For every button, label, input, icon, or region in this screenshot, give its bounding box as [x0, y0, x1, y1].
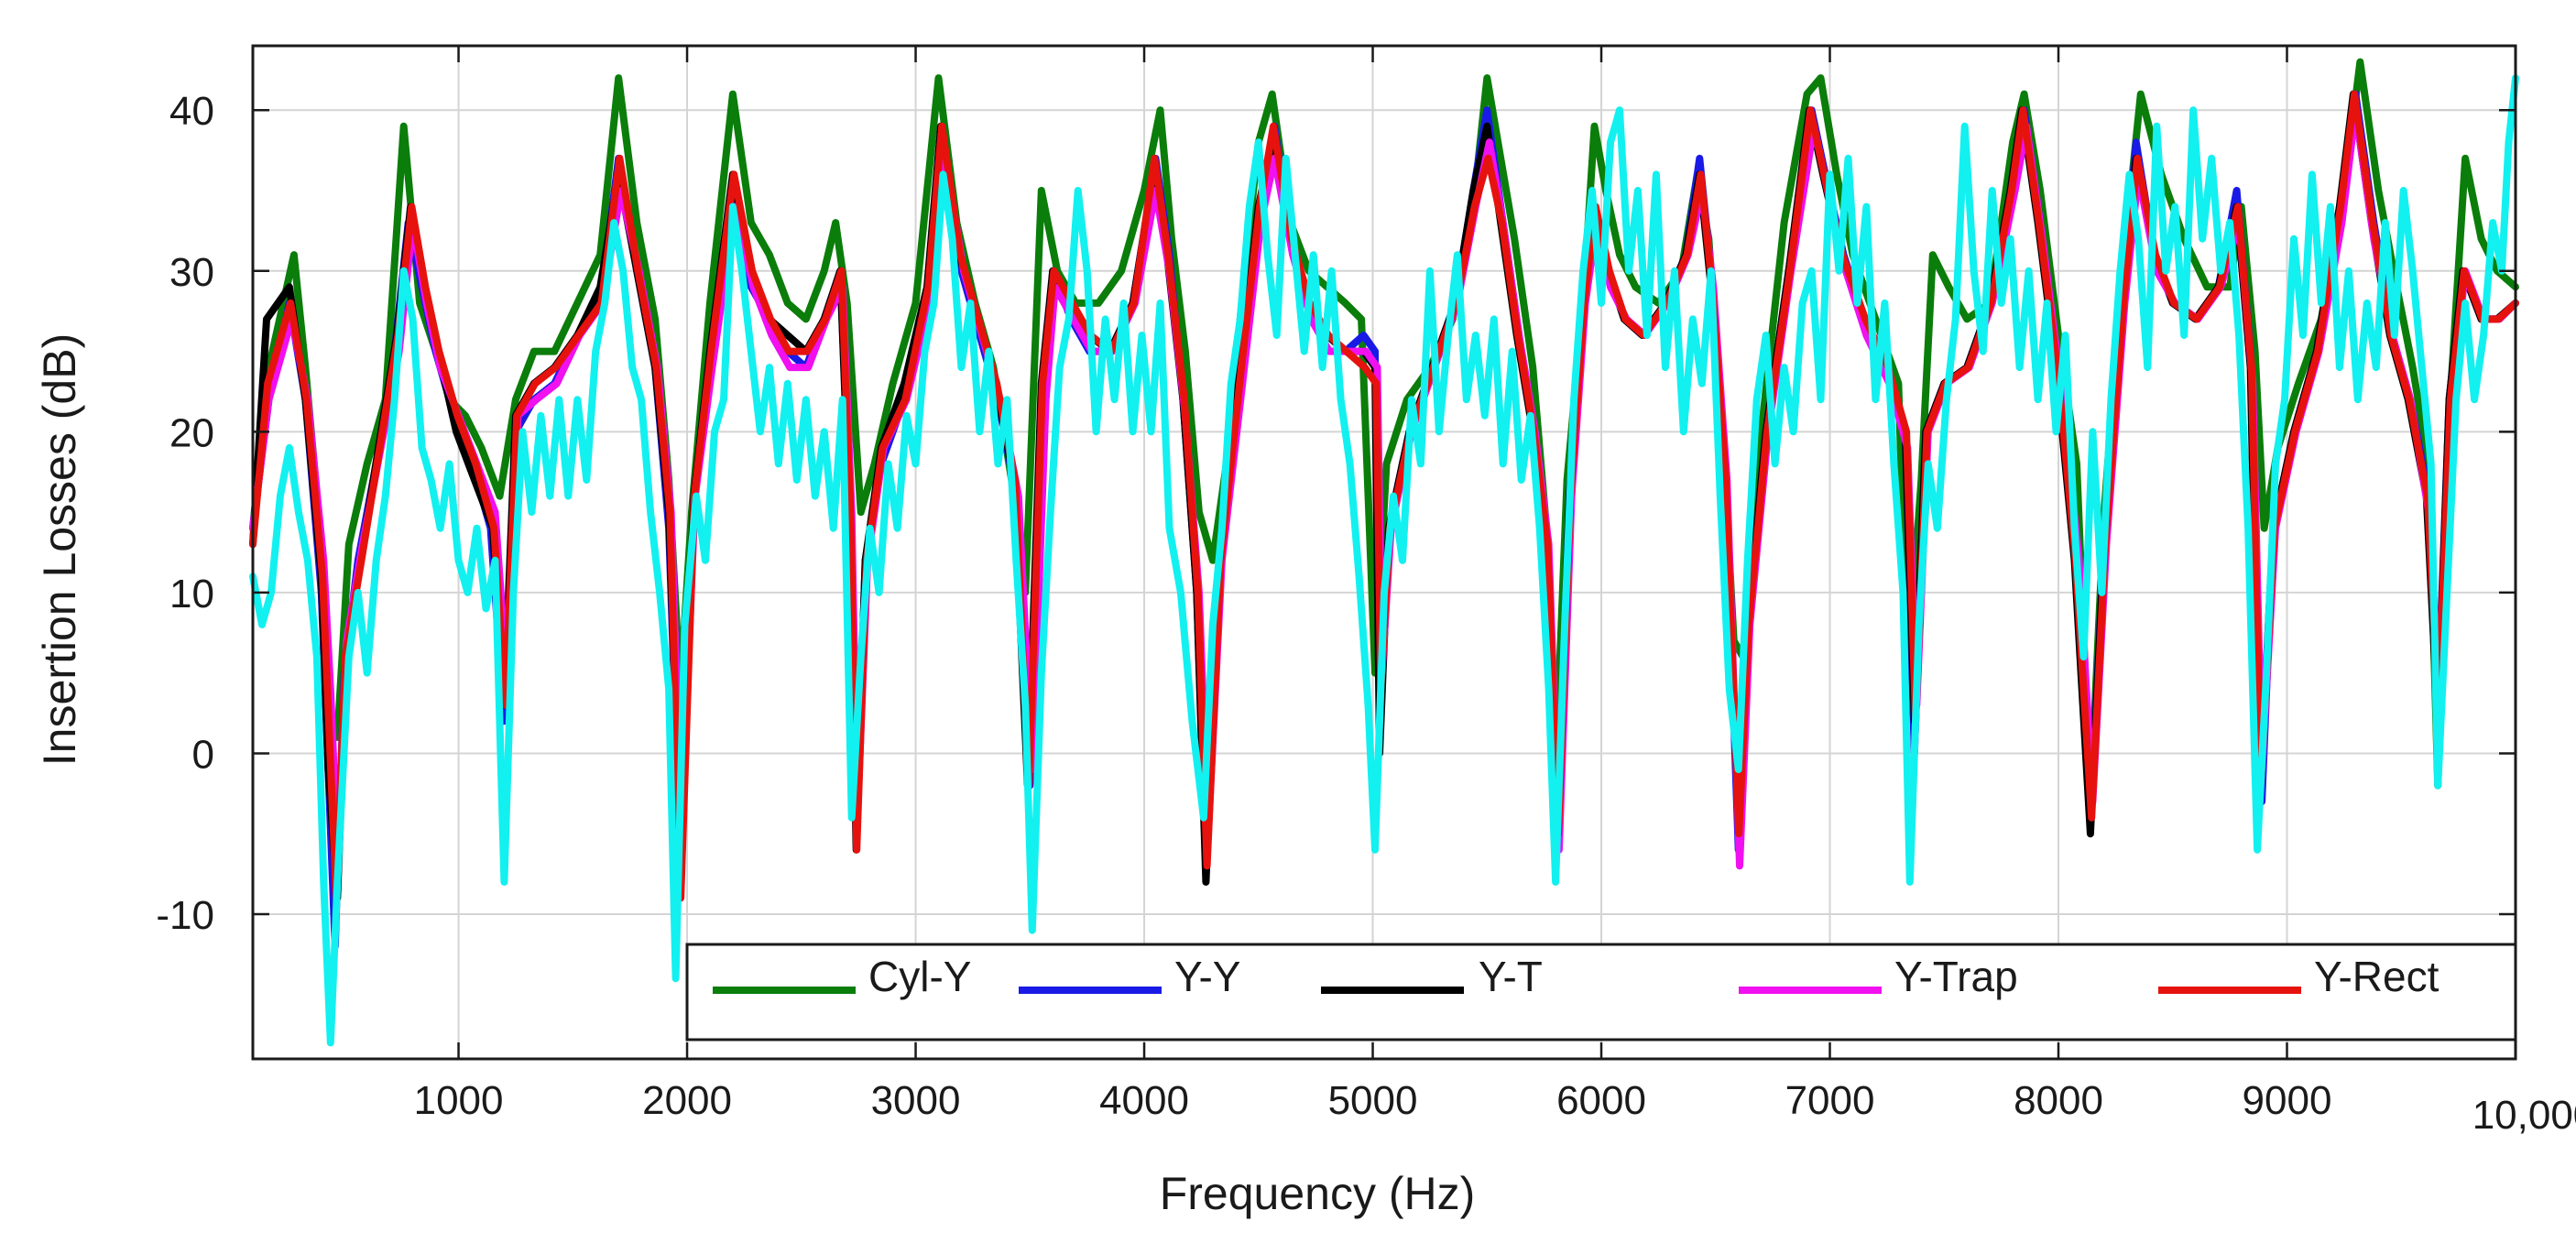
series-lines	[249, 58, 2519, 1047]
x-tick-label: 6000	[1556, 1078, 1646, 1123]
y-tick-label: -10	[156, 893, 214, 938]
legend: Cyl-Y Y-Y Y-T Y-Trap Y-Rect	[685, 943, 2517, 1041]
x-tick-label: 5000	[1328, 1078, 1418, 1123]
x-tick-label: 2000	[642, 1078, 732, 1123]
x-tick-label: 8000	[2014, 1078, 2103, 1123]
legend-entries: Cyl-Y Y-Y Y-T Y-Trap Y-Rect	[713, 953, 2440, 1000]
y-tick-label: 10	[169, 572, 214, 616]
y-tick-label: 20	[169, 410, 214, 455]
x-tick-label: 3000	[871, 1078, 961, 1123]
x-tick-label: 10,000	[2472, 1093, 2576, 1138]
y-tick-label: 30	[169, 250, 214, 295]
plot-frame	[251, 44, 2517, 1061]
series-line-y-rect	[249, 90, 2519, 902]
legend-label-cyl-y: Cyl-Y	[868, 953, 971, 1000]
x-tick-label: 1000	[414, 1078, 504, 1123]
y-tick-label: 0	[192, 732, 214, 777]
x-tick-label: 9000	[2243, 1078, 2332, 1123]
legend-label-y-y: Y-Y	[1174, 953, 1240, 1000]
y-tick-label: 40	[169, 89, 214, 134]
legend-label-y-trap: Y-Trap	[1894, 953, 2018, 1000]
x-axis-title: Frequency (Hz)	[1160, 1168, 1476, 1219]
series-line-cyan	[249, 74, 2519, 1047]
y-axis-title: Insertion Losses (dB)	[34, 333, 85, 766]
legend-label-y-t: Y-T	[1479, 953, 1543, 1000]
legend-label-y-rect: Y-Rect	[2314, 953, 2440, 1000]
x-tick-label: 7000	[1785, 1078, 1875, 1123]
x-tick-label: 4000	[1099, 1078, 1189, 1123]
ticks: 1000 2000 3000 4000 5000 6000 7000 8000 9000 10,0…	[156, 46, 2576, 1138]
